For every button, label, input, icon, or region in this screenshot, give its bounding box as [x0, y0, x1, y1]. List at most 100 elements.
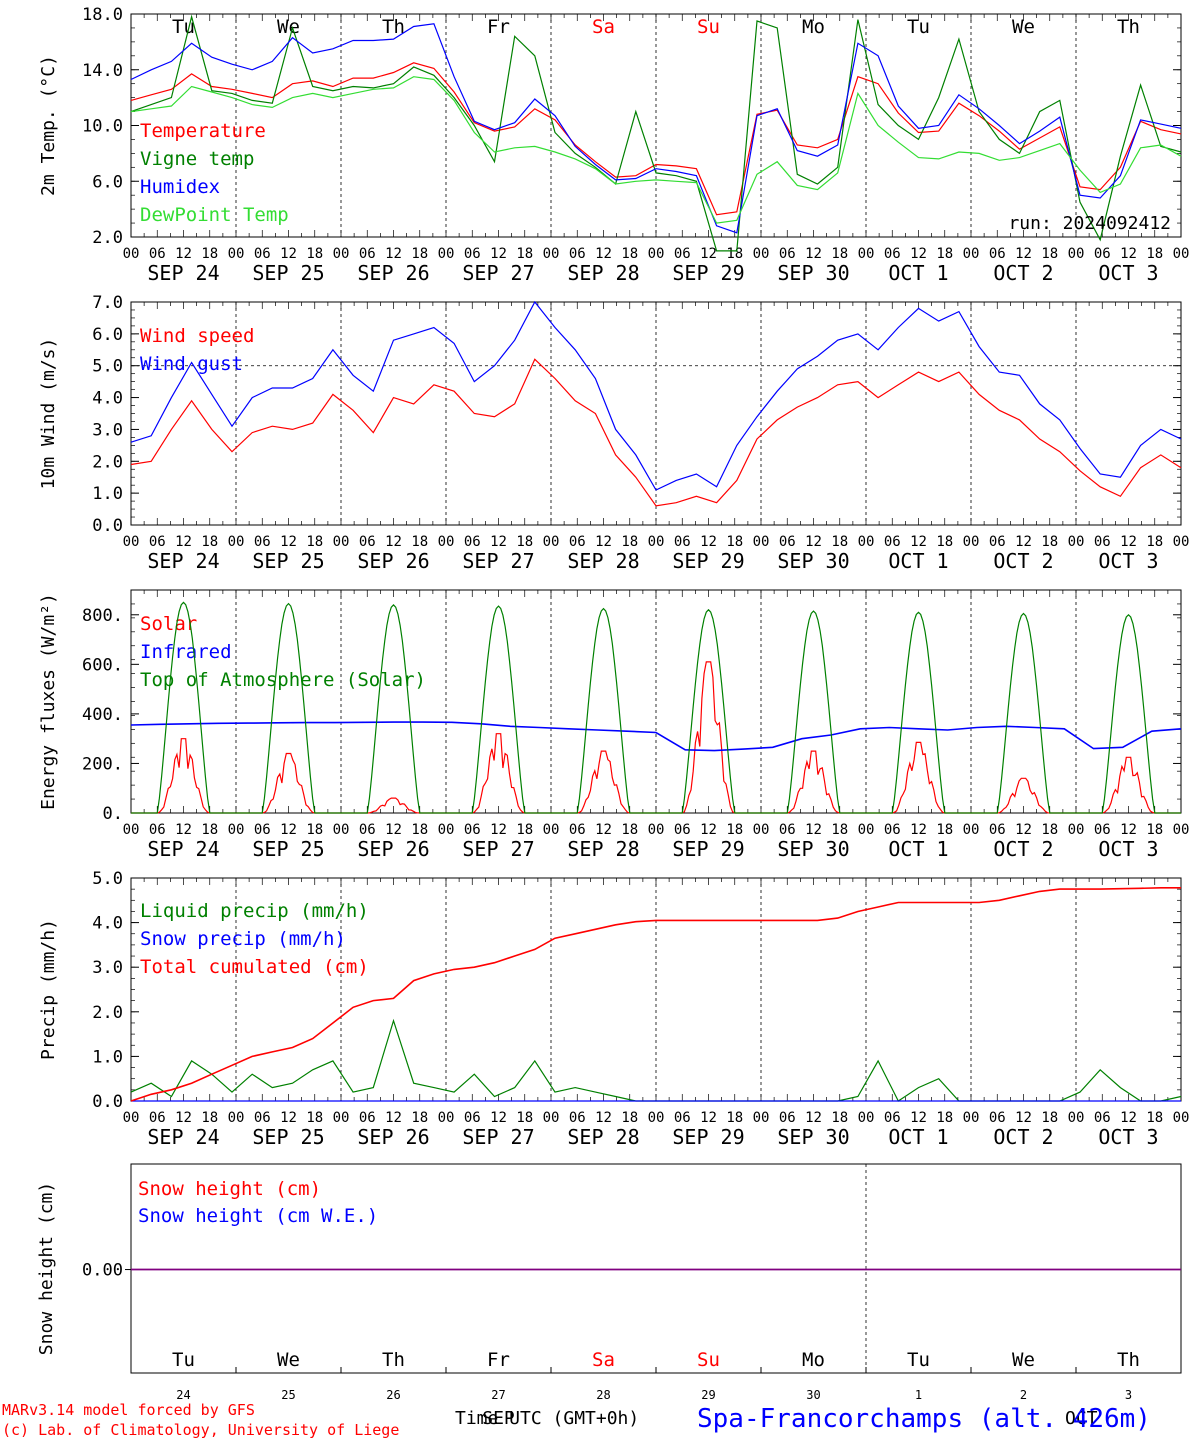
y-tick-label: 5.0: [92, 869, 123, 889]
y-tick-label: 2.0: [92, 452, 123, 472]
x-hour-label: 00: [543, 534, 560, 550]
y-tick-label: 3.0: [92, 958, 123, 978]
x-hour-label: 18: [831, 822, 848, 838]
x-hour-label: 12: [490, 822, 507, 838]
x-hour-label: 18: [621, 534, 638, 550]
x-date-label: SEP 29: [672, 549, 744, 573]
x-hour-label: 18: [411, 822, 428, 838]
x-hour-label: 18: [201, 534, 218, 550]
x-hour-label: 00: [648, 246, 665, 262]
y-tick-label: 1.0: [92, 1047, 123, 1067]
x-date-label: SEP 29: [672, 837, 744, 861]
y-axis-label: 10m Wind (m/s): [38, 338, 59, 490]
x-hour-label: 18: [201, 1110, 218, 1126]
x-hour-label: 18: [1041, 1110, 1058, 1126]
x-hour-label: 06: [779, 246, 796, 262]
run-annotation: run: 2024092412: [1008, 213, 1171, 234]
x-hour-label: 18: [516, 1110, 533, 1126]
x-hour-label: 06: [674, 246, 691, 262]
x-hour-label: 06: [254, 246, 271, 262]
x-date-label: SEP 27: [462, 837, 534, 861]
y-tick-label: 7.0: [92, 293, 123, 313]
x-hour-label: 00: [963, 534, 980, 550]
x-hour-label: 00: [228, 1110, 245, 1126]
x-hour-label: 06: [149, 246, 166, 262]
y-tick-label: 2.0: [92, 1003, 123, 1023]
x-hour-label: 00: [123, 822, 140, 838]
x-hour-label: 00: [1068, 534, 1085, 550]
x-hour-label: 18: [516, 534, 533, 550]
x-date-label: SEP 26: [357, 261, 429, 285]
x-hour-label: 00: [1068, 1110, 1085, 1126]
panel-frame: [130, 589, 1182, 814]
panel-2: 0.0 1.0 2.0 3.0 4.0 5.0 6.0 7.0 10m Wind (m/s) 00…: [38, 293, 1189, 573]
series-line-vigne-temp: [130, 14, 1182, 252]
x-date-label: OCT 1: [888, 549, 948, 573]
x-hour-label: 00: [543, 1110, 560, 1126]
x-hour-label: 06: [884, 822, 901, 838]
x-hour-label: 00: [858, 822, 875, 838]
x-hour-label: 06: [779, 1110, 796, 1126]
x-hour-label: 12: [175, 1110, 192, 1126]
weekday-label: Mo: [802, 1349, 825, 1371]
x-hour-label: 00: [753, 534, 770, 550]
legend-entry: DewPoint Temp: [140, 204, 289, 226]
legend-entry: Wind speed: [140, 325, 254, 347]
x-hour-label: 12: [490, 1110, 507, 1126]
x-date-label: OCT 2: [993, 837, 1053, 861]
y-tick-label: 3.0: [92, 420, 123, 440]
x-hour-label: 06: [359, 534, 376, 550]
day-number-label: 29: [701, 1388, 715, 1402]
x-hour-label: 00: [858, 246, 875, 262]
y-tick-label: 2.0: [92, 228, 123, 248]
x-hour-label: 18: [936, 246, 953, 262]
x-hour-label: 12: [1120, 822, 1137, 838]
x-hour-label: 00: [648, 534, 665, 550]
x-hour-label: 12: [280, 246, 297, 262]
weekday-label: Sa: [592, 1349, 615, 1371]
y-tick-label: 1.0: [92, 484, 123, 504]
x-hour-label: 18: [1041, 534, 1058, 550]
x-hour-label: 00: [963, 822, 980, 838]
x-hour-label: 00: [123, 1110, 140, 1126]
x-hour-label: 00: [648, 822, 665, 838]
x-hour-label: 18: [306, 246, 323, 262]
x-hour-label: 12: [700, 246, 717, 262]
x-hour-label: 12: [805, 822, 822, 838]
x-hour-label: 06: [254, 1110, 271, 1126]
x-date-label: SEP 30: [777, 261, 849, 285]
x-date-label: SEP 29: [672, 1125, 744, 1149]
y-axis-label: Snow height (cm): [36, 1182, 57, 1355]
x-hour-label: 00: [753, 246, 770, 262]
x-hour-label: 06: [464, 1110, 481, 1126]
legend-entry: Wind gust: [140, 353, 243, 375]
series-line-dewpoint-temp: [130, 76, 1182, 224]
x-date-label: SEP 26: [357, 549, 429, 573]
x-hour-label: 12: [280, 1110, 297, 1126]
x-hour-label: 12: [385, 1110, 402, 1126]
x-hour-label: 06: [149, 822, 166, 838]
x-hour-label: 12: [595, 534, 612, 550]
x-hour-label: 06: [989, 534, 1006, 550]
day-number-label: 1: [915, 1388, 922, 1402]
x-hour-label: 00: [438, 246, 455, 262]
day-number-label: 26: [386, 1388, 400, 1402]
x-hour-label: 06: [989, 246, 1006, 262]
legend-entry: Vigne temp: [140, 148, 254, 170]
series-line-total-cumulated-cm-: [130, 887, 1181, 1102]
y-tick-label: 0.: [103, 804, 123, 824]
x-hour-label: 12: [700, 1110, 717, 1126]
x-hour-label: 12: [1015, 534, 1032, 550]
y-tick-label: 0.0: [92, 1092, 123, 1112]
x-hour-label: 18: [1146, 822, 1163, 838]
x-hour-label: 00: [753, 1110, 770, 1126]
x-hour-label: 00: [1068, 822, 1085, 838]
y-tick-label: 10.0: [82, 117, 123, 137]
x-date-label: OCT 3: [1098, 549, 1158, 573]
x-hour-label: 00: [333, 1110, 350, 1126]
day-number-label: 25: [281, 1388, 295, 1402]
x-date-label: SEP 24: [147, 837, 219, 861]
x-date-label: SEP 28: [567, 549, 639, 573]
x-hour-label: 00: [1173, 534, 1190, 550]
x-hour-label: 12: [385, 246, 402, 262]
